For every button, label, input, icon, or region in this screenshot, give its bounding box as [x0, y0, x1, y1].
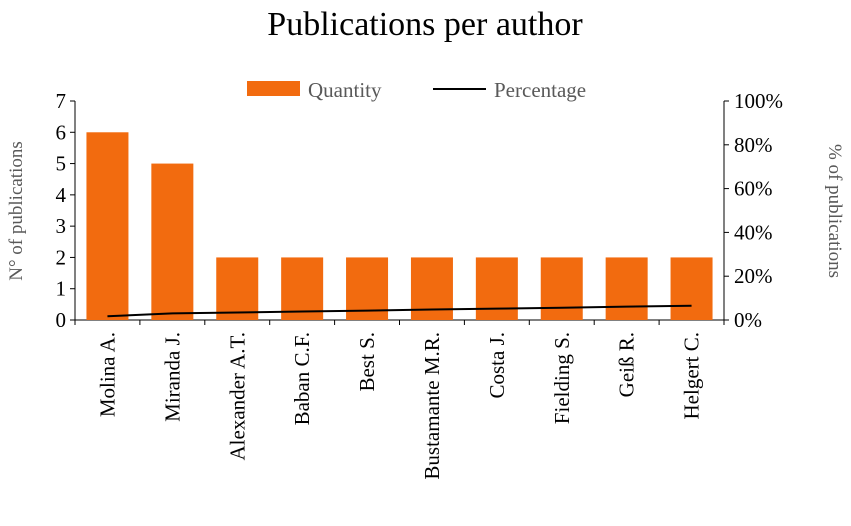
- legend-label-quantity: Quantity: [308, 78, 382, 102]
- y-tick-label-right: 60%: [734, 177, 773, 201]
- bar: [216, 257, 259, 320]
- category-label: Miranda J.: [160, 332, 184, 422]
- y-tick-label-left: 6: [56, 120, 67, 144]
- bar: [670, 257, 713, 320]
- bar: [281, 257, 324, 320]
- percentage-line: [107, 304, 692, 318]
- category-label: Best S.: [355, 332, 379, 392]
- category-label: Fielding S.: [550, 332, 574, 424]
- bar: [605, 257, 648, 320]
- category-label: Costa J.: [485, 332, 509, 399]
- y-tick-label-right: 80%: [734, 133, 773, 157]
- bar: [86, 132, 129, 320]
- y-tick-label-left: 5: [56, 152, 67, 176]
- y-tick-label-left: 3: [56, 214, 67, 238]
- category-label: Geiß R.: [615, 332, 639, 397]
- plot-area: 0 1 2 3 4 5 6 7 0% 20% 40% 60% 80% 100% Molina A. Miran…: [56, 89, 784, 480]
- y-tick-label-left: 0: [56, 308, 67, 332]
- y-axis-title-left: N° of publications: [6, 141, 27, 281]
- svg-text:N° of publications: N° of publications: [6, 141, 27, 281]
- y-axis-title-right: % of publications: [824, 144, 845, 278]
- svg-text:% of publications: % of publications: [824, 144, 845, 278]
- category-label: Molina A.: [95, 332, 119, 417]
- y-tick-label-right: 100%: [734, 89, 783, 113]
- bar: [475, 257, 518, 320]
- legend-label-percentage: Percentage: [494, 78, 586, 102]
- y-tick-label-right: 0%: [734, 308, 762, 332]
- category-label: Baban C.F.: [290, 332, 314, 425]
- y-tick-label-left: 4: [56, 183, 67, 207]
- bar: [540, 257, 583, 320]
- category-label: Bustamante M.R.: [420, 332, 444, 480]
- category-label: Alexander A.T.: [225, 332, 249, 460]
- legend-swatch-quantity: [247, 81, 300, 96]
- category-label: Helgert C.: [680, 332, 704, 419]
- chart-title: Publications per author: [267, 6, 583, 43]
- bar: [151, 163, 194, 320]
- y-tick-label-right: 40%: [734, 220, 773, 244]
- y-tick-label-left: 2: [56, 245, 67, 269]
- y-tick-label-left: 1: [56, 277, 67, 301]
- y-tick-label-right: 20%: [734, 264, 773, 288]
- y-tick-label-left: 7: [56, 89, 67, 113]
- legend: Quantity Percentage: [247, 78, 586, 102]
